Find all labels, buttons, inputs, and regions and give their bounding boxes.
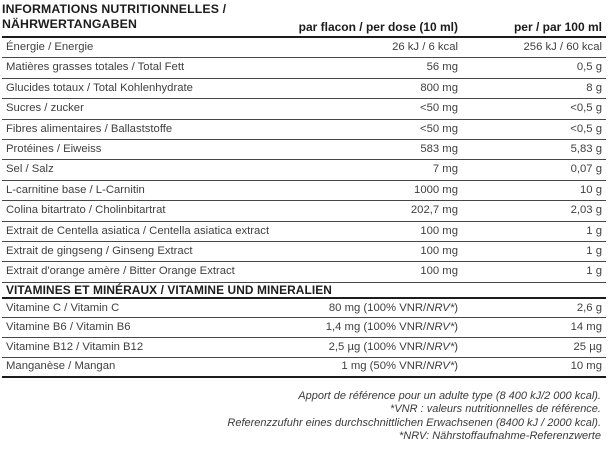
row-label: Colina bitartrato / Cholinbitartrat bbox=[6, 204, 166, 217]
row-label: Extrait de Centella asiatica / Centella … bbox=[6, 224, 270, 237]
row-label: Extrait d'orange amère / Bitter Orange E… bbox=[6, 265, 235, 278]
row-value-per-100ml: 25 µg bbox=[573, 341, 603, 354]
row-value-per-100ml: 1 g bbox=[586, 265, 602, 278]
table-header: INFORMATIONS NUTRITIONNELLES / NÄHRWERTA… bbox=[2, 2, 606, 38]
table-row: Fibres alimentaires / Ballaststoffe <50 m… bbox=[2, 120, 606, 140]
table-row: Vitamine B12 / Vitamin B12 2,5 µg (100% V… bbox=[2, 338, 606, 358]
footnote-line: *VNR : valeurs nutritionnelles de référe… bbox=[390, 403, 601, 416]
section-header-vitamins-minerals: VITAMINES ET MINÉRAUX / VITAMINE UND MIN… bbox=[2, 283, 606, 299]
row-label: Fibres alimentaires / Ballaststoffe bbox=[6, 122, 173, 135]
row-value-per-dose: 7 mg bbox=[432, 163, 458, 176]
nrv-italic: NRV* bbox=[426, 321, 455, 334]
row-value-per-dose: 800 mg bbox=[420, 81, 458, 94]
table-row: Énergie / Energie 26 kJ / 6 kcal 256 kJ / … bbox=[2, 38, 606, 59]
row-value-per-dose: 100 mg bbox=[420, 265, 458, 278]
table-row: Vitamine B6 / Vitamin B6 1,4 mg (100% VNR… bbox=[2, 318, 606, 339]
table-row: Extrait de Centella asiatica / Centella … bbox=[2, 222, 606, 242]
nutrient-rows: Énergie / Energie 26 kJ / 6 kcal 256 kJ / … bbox=[2, 38, 606, 283]
row-value-per-dose: 100 mg bbox=[420, 244, 458, 257]
row-value-per-dose: 583 mg bbox=[420, 142, 458, 155]
nrv-italic: NRV* bbox=[426, 341, 455, 354]
row-value-per-dose: 2,5 µg (100% VNR/NRV*) bbox=[328, 341, 458, 354]
row-value-per-dose: 100 mg bbox=[420, 224, 458, 237]
row-label: Extrait de gingseng / Ginseng Extract bbox=[6, 244, 193, 257]
row-value-per-dose: 1000 mg bbox=[414, 183, 458, 196]
row-value-per-dose: 1 mg (50% VNR/NRV*) bbox=[341, 359, 458, 372]
row-value-per-100ml: 2,6 g bbox=[576, 301, 602, 314]
table-row: L-carnitine base / L-Carnitin 1000 mg 10 g bbox=[2, 181, 606, 202]
table-row: Vitamine C / Vitamin C 80 mg (100% VNR/NR… bbox=[2, 299, 606, 319]
row-label: Manganèse / Mangan bbox=[6, 359, 116, 372]
row-label: Sel / Salz bbox=[6, 163, 54, 176]
table-row: Protéines / Eiweiss 583 mg 5,83 g bbox=[2, 140, 606, 161]
row-label: Vitamine B12 / Vitamin B12 bbox=[6, 341, 144, 354]
row-value-per-100ml: 5,83 g bbox=[570, 142, 602, 155]
table-title-line2: NÄHRWERTANGABEN bbox=[2, 17, 138, 31]
row-label: Matières grasses totales / Total Fett bbox=[6, 61, 185, 74]
row-value-per-100ml: 8 g bbox=[586, 81, 602, 94]
footnote-line: Apport de référence pour un adulte type … bbox=[298, 389, 601, 402]
row-value-per-100ml: 10 g bbox=[580, 183, 602, 196]
row-value-per-100ml: 14 mg bbox=[570, 321, 602, 334]
row-value-per-dose: 26 kJ / 6 kcal bbox=[392, 41, 458, 53]
table-title-line1: INFORMATIONS NUTRITIONNELLES / bbox=[2, 2, 227, 16]
table-row: Sel / Salz 7 mg 0,07 g bbox=[2, 160, 606, 181]
row-value-per-100ml: <0,5 g bbox=[570, 102, 602, 115]
row-value-per-dose: 56 mg bbox=[426, 61, 458, 74]
row-label: L-carnitine base / L-Carnitin bbox=[6, 183, 145, 196]
row-value-per-100ml: 1 g bbox=[586, 224, 602, 237]
row-value-per-100ml: <0,5 g bbox=[570, 122, 602, 135]
nutrition-facts-panel: INFORMATIONS NUTRITIONNELLES / NÄHRWERTA… bbox=[2, 0, 606, 443]
row-value-per-100ml: 0,5 g bbox=[576, 61, 602, 74]
row-label: Vitamine B6 / Vitamin B6 bbox=[6, 321, 131, 334]
row-value-per-dose: 80 mg (100% VNR/NRV*) bbox=[328, 301, 458, 314]
table-row: Manganèse / Mangan 1 mg (50% VNR/NRV*) 10 … bbox=[2, 358, 606, 378]
row-value-per-100ml: 2,03 g bbox=[570, 204, 602, 217]
row-value-per-100ml: 256 kJ / 60 kcal bbox=[523, 41, 603, 53]
column-header-per-100ml: per / par 100 ml bbox=[513, 20, 602, 34]
row-value-per-dose: <50 mg bbox=[420, 102, 458, 115]
footnotes: Apport de référence pour un adulte type … bbox=[2, 378, 606, 444]
table-title: INFORMATIONS NUTRITIONNELLES / NÄHRWERTA… bbox=[2, 2, 606, 32]
column-header-per-dose: par flacon / per dose (10 ml) bbox=[298, 20, 458, 34]
table-row: Extrait d'orange amère / Bitter Orange E… bbox=[2, 262, 606, 283]
row-label: Vitamine C / Vitamin C bbox=[6, 301, 120, 314]
nrv-italic: NRV* bbox=[426, 301, 455, 314]
row-value-per-100ml: 0,07 g bbox=[570, 163, 602, 176]
row-label: Protéines / Eiweiss bbox=[6, 142, 102, 155]
table-row: Glucides totaux / Total Kohlenhydrate 800… bbox=[2, 79, 606, 100]
footnote-line: Referenzzufuhr eines durchschnittlichen … bbox=[227, 416, 601, 429]
nrv-italic: NRV* bbox=[426, 359, 455, 372]
row-label: Glucides totaux / Total Kohlenhydrate bbox=[6, 81, 193, 94]
row-value-per-dose: <50 mg bbox=[420, 122, 458, 135]
table-row: Extrait de gingseng / Ginseng Extract 100… bbox=[2, 242, 606, 263]
vitamin-rows: Vitamine C / Vitamin C 80 mg (100% VNR/NR… bbox=[2, 299, 606, 378]
row-label: Sucres / zucker bbox=[6, 102, 84, 115]
row-label: Énergie / Energie bbox=[6, 41, 94, 53]
row-value-per-100ml: 10 mg bbox=[570, 359, 602, 372]
row-value-per-dose: 1,4 mg (100% VNR/NRV*) bbox=[325, 321, 458, 334]
table-row: Sucres / zucker <50 mg <0,5 g bbox=[2, 99, 606, 120]
row-value-per-100ml: 1 g bbox=[586, 244, 602, 257]
footnote-line: *NRV: Nährstoffaufnahme-Referenzwerte bbox=[399, 429, 601, 442]
table-row: Colina bitartrato / Cholinbitartrat 202,7… bbox=[2, 201, 606, 222]
row-value-per-dose: 202,7 mg bbox=[410, 204, 458, 217]
table-row: Matières grasses totales / Total Fett 56 … bbox=[2, 58, 606, 79]
